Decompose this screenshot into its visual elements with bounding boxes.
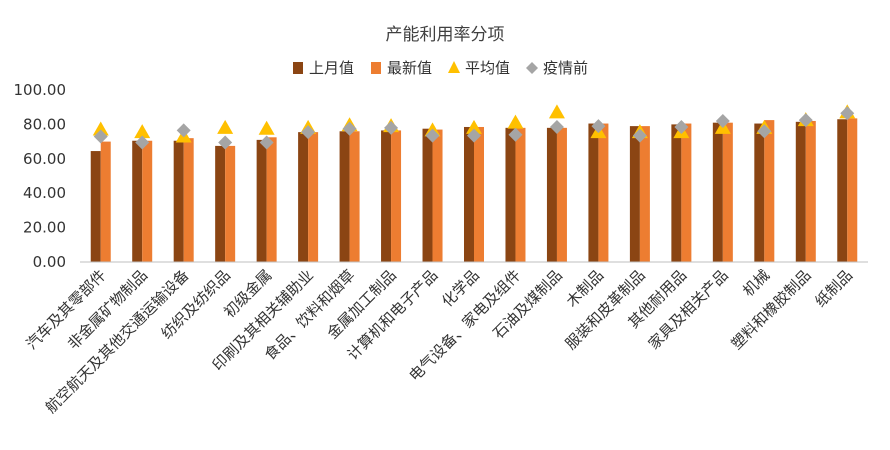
- marker-average-0: [92, 121, 109, 136]
- bar-latest-4: [266, 137, 277, 262]
- bar-latest-11: [556, 127, 567, 262]
- bar-latest-8: [432, 129, 443, 262]
- marker-average-11: [548, 104, 565, 119]
- legend-item-1: 最新值: [371, 59, 432, 77]
- y-tick-label: 80.00: [23, 115, 66, 133]
- legend: 上月值 最新值 平均值 疫情前: [293, 59, 588, 77]
- bar-latest-6: [349, 131, 360, 262]
- y-tick-label: 40.00: [23, 184, 66, 202]
- marker-pre-pandemic-15: [715, 113, 730, 128]
- bars: [90, 118, 858, 263]
- bar-latest-10: [515, 127, 526, 262]
- marker-average-4: [258, 120, 275, 135]
- marker-pre-pandemic-17: [798, 113, 813, 128]
- bar-last-month-16: [754, 123, 765, 262]
- bar-last-month-11: [546, 127, 557, 262]
- bar-last-month-1: [132, 140, 143, 262]
- x-axis: 汽车及其零部件非金属矿物制品航空航天及其他交通运输设备纺织及纺织品初级金属印刷及…: [23, 261, 868, 417]
- marker-pre-pandemic-8: [425, 128, 440, 143]
- marker-pre-pandemic-4: [259, 135, 274, 150]
- marker-average-3: [217, 119, 234, 134]
- bar-latest-9: [474, 126, 484, 262]
- bar-last-month-13: [629, 126, 640, 263]
- marker-pre-pandemic-16: [757, 124, 772, 139]
- bar-last-month-15: [712, 122, 723, 263]
- marker-pre-pandemic-12: [591, 119, 606, 134]
- marker-pre-pandemic-11: [549, 119, 564, 134]
- legend-item-0: 上月值: [293, 59, 354, 77]
- bar-last-month-4: [256, 139, 267, 262]
- bar-last-month-0: [90, 151, 101, 262]
- markers: [92, 104, 856, 150]
- marker-pre-pandemic-18: [840, 106, 855, 121]
- y-tick-label: 100.00: [14, 81, 67, 99]
- bar-last-month-8: [422, 128, 433, 262]
- bar-latest-15: [722, 122, 733, 263]
- bar-latest-18: [847, 118, 858, 262]
- y-tick-label: 20.00: [23, 219, 66, 237]
- marker-pre-pandemic-9: [467, 128, 481, 143]
- marker-pre-pandemic-10: [508, 127, 523, 142]
- marker-pre-pandemic-7: [384, 120, 399, 135]
- bar-last-month-3: [215, 145, 226, 262]
- y-axis: 0.00 20.00 40.00 60.00 80.00 100.00: [14, 81, 67, 271]
- marker-pre-pandemic-0: [93, 129, 108, 144]
- bar-latest-13: [639, 126, 650, 263]
- legend-swatch-2: [448, 61, 460, 73]
- bar-last-month-5: [298, 132, 309, 262]
- marker-average-10: [507, 114, 524, 129]
- marker-pre-pandemic-5: [301, 125, 316, 140]
- bar-last-month-18: [837, 119, 848, 263]
- marker-pre-pandemic-14: [674, 119, 689, 134]
- bar-last-month-12: [588, 123, 599, 262]
- legend-label-1: 最新值: [387, 59, 432, 77]
- bar-latest-2: [183, 138, 194, 262]
- marker-pre-pandemic-13: [632, 128, 647, 143]
- bar-last-month-7: [381, 130, 392, 262]
- marker-pre-pandemic-2: [176, 123, 191, 138]
- bar-latest-14: [681, 123, 692, 262]
- bar-last-month-2: [173, 140, 184, 262]
- bar-latest-16: [764, 120, 775, 262]
- bar-latest-17: [805, 120, 816, 263]
- bar-latest-1: [142, 140, 153, 262]
- y-tick-label: 60.00: [23, 150, 66, 168]
- legend-swatch-3: [526, 62, 538, 74]
- bar-latest-12: [598, 123, 609, 262]
- x-tick-label-16: 机械: [739, 266, 773, 300]
- bar-last-month-17: [795, 121, 806, 262]
- bar-latest-5: [308, 132, 319, 262]
- legend-label-3: 疫情前: [543, 59, 588, 77]
- legend-label-0: 上月值: [309, 59, 354, 77]
- marker-pre-pandemic-1: [135, 135, 150, 150]
- legend-swatch-0: [293, 62, 303, 74]
- marker-pre-pandemic-3: [218, 135, 233, 150]
- marker-average-1: [134, 124, 151, 139]
- bar-latest-7: [391, 130, 402, 262]
- bar-last-month-6: [339, 131, 350, 262]
- bar-last-month-14: [671, 124, 682, 263]
- legend-item-3: 疫情前: [526, 59, 588, 77]
- bar-latest-3: [225, 145, 236, 262]
- marker-average-9: [466, 119, 482, 134]
- marker-pre-pandemic-6: [342, 121, 357, 136]
- legend-swatch-1: [371, 62, 381, 74]
- bar-latest-0: [100, 141, 111, 262]
- x-tick-label-18: 纸制品: [812, 266, 857, 311]
- bar-last-month-9: [464, 126, 474, 262]
- legend-label-2: 平均值: [465, 59, 510, 77]
- bar-last-month-10: [505, 127, 516, 262]
- chart-title: 产能利用率分项: [386, 25, 505, 45]
- legend-item-2: 平均值: [448, 59, 510, 77]
- y-tick-label: 0.00: [33, 253, 66, 271]
